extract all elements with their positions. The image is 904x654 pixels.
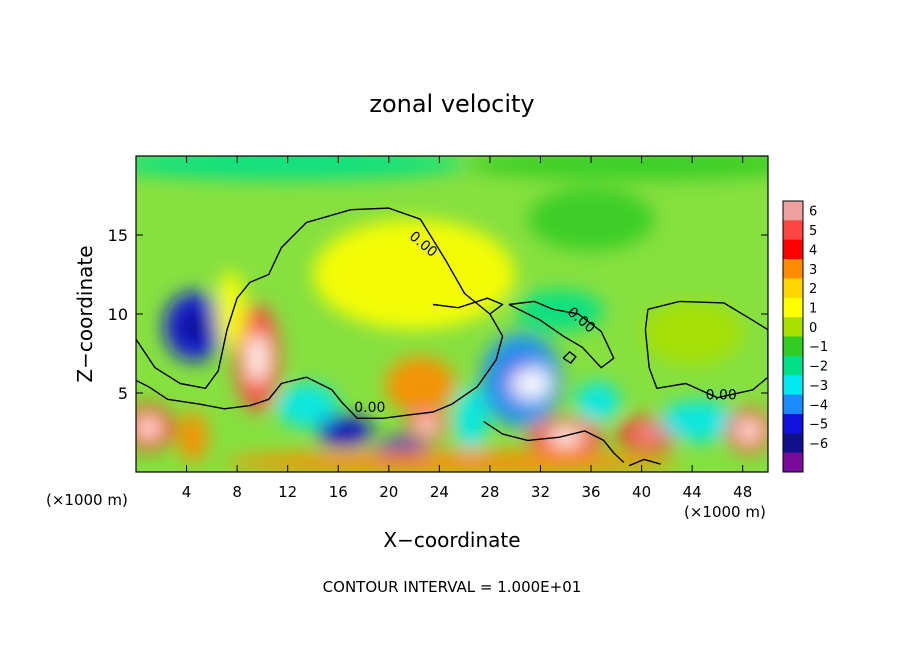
zero-contour-6 <box>628 458 661 467</box>
x-tick-label-6: 28 <box>480 483 499 501</box>
colorbar-tick-6: 0 <box>809 321 817 336</box>
contour-interval-note: CONTOUR INTERVAL = 1.000E+01 <box>323 578 582 596</box>
zero-contour-4 <box>644 300 768 399</box>
colorbar-tick-9: −3 <box>809 379 828 394</box>
colorbar-frame <box>782 200 804 473</box>
field-blob-4 <box>275 383 339 428</box>
colorbar-swatch-6 <box>783 317 803 337</box>
colorbar-swatch-0 <box>783 201 803 221</box>
colorbar-swatch-13 <box>783 452 803 473</box>
x-tick-label-1: 8 <box>232 483 242 501</box>
field-blob-3 <box>177 411 209 463</box>
colorbar-tick-11: −5 <box>809 418 828 433</box>
field-core-5 <box>332 423 358 439</box>
x-unit-left: (×1000 m) <box>46 491 128 509</box>
y-tick-label-2: 15 <box>108 226 128 245</box>
field-core-14 <box>634 426 662 442</box>
colorbar-tick-7: −1 <box>809 340 828 355</box>
colorbar-tick-4: 2 <box>809 282 817 297</box>
colorbar-swatch-7 <box>783 336 803 357</box>
colorbar-swatch-12 <box>783 433 803 454</box>
x-tick-label-5: 24 <box>430 483 449 501</box>
field-blob-17 <box>224 449 680 472</box>
colorbar-tick-8: −2 <box>809 360 828 375</box>
field-core-7 <box>417 417 436 432</box>
y-axis-ticks: 5 10 15 <box>108 226 768 403</box>
zero-contour-2 <box>508 300 615 369</box>
y-axis-label: Z−coordinate <box>73 245 97 382</box>
x-tick-label-11: 48 <box>733 483 752 501</box>
chart-title: zonal velocity <box>369 90 534 118</box>
field-blob-13 <box>574 381 621 424</box>
x-tick-label-7: 32 <box>531 483 550 501</box>
x-unit-right: (×1000 m) <box>684 503 766 521</box>
colorbar-swatch-9 <box>783 375 803 396</box>
colorbar-swatch-10 <box>783 394 803 415</box>
zero-contour-0 <box>136 207 504 419</box>
colorbar-tick-0: 6 <box>809 205 817 220</box>
colorbar-swatch-1 <box>783 220 803 241</box>
x-axis-label: X−coordinate <box>383 528 520 552</box>
zero-contour-5 <box>483 420 625 464</box>
colorbar-tick-12: −6 <box>809 437 828 452</box>
colorbar-tick-5: 1 <box>809 301 817 316</box>
contour-label-3: 0.00 <box>354 400 385 416</box>
colorbar-tick-3: 3 <box>809 263 817 278</box>
field-core-1 <box>247 334 268 383</box>
plot-area: 0.000.000.000.00 4 8 12 16 20 24 28 32 36 40 44 48 … <box>108 155 769 501</box>
x-tick-label-9: 40 <box>632 483 651 501</box>
zero-contours <box>136 207 768 467</box>
field-blob-22 <box>136 156 465 180</box>
field-blob-20 <box>312 219 516 330</box>
colorbar-swatch-8 <box>783 355 803 376</box>
x-tick-label-0: 4 <box>182 483 192 501</box>
colorbar-swatch-3 <box>783 259 803 279</box>
colorbar-tick-1: 5 <box>809 224 817 239</box>
x-tick-label-3: 16 <box>329 483 348 501</box>
colorbar-swatch-5 <box>783 297 803 318</box>
field-blob-24 <box>215 271 246 351</box>
field-blob-15 <box>658 400 739 442</box>
colorbar-tick-10: −4 <box>809 398 828 413</box>
field-blob-19 <box>641 301 743 365</box>
zero-contour-1 <box>432 297 504 315</box>
contour-label-2: 0.00 <box>706 387 737 403</box>
colorbar-tick-2: 4 <box>809 243 817 258</box>
field-core-16 <box>738 420 760 441</box>
colorbar-swatch-4 <box>783 278 803 299</box>
x-axis-ticks: 4 8 12 16 20 24 28 32 36 40 44 48 <box>182 156 752 501</box>
field-core-11 <box>520 375 541 392</box>
x-tick-label-4: 20 <box>379 483 398 501</box>
field-blob-9 <box>453 386 489 450</box>
field-blob-21 <box>527 187 655 251</box>
x-tick-label-10: 44 <box>683 483 702 501</box>
colorbar: 6 5 4 3 2 1 0 −1 −2 −3 −4 −5 −6 <box>782 200 828 473</box>
field-core-2 <box>137 417 161 438</box>
zero-contour-3 <box>562 351 577 364</box>
field-core-0 <box>180 310 208 343</box>
x-tick-label-8: 36 <box>581 483 600 501</box>
colorbar-swatch-11 <box>783 413 803 434</box>
y-tick-label-1: 10 <box>108 305 128 324</box>
field-blob-6 <box>385 356 456 414</box>
field-blob-23 <box>464 156 768 180</box>
colorbar-swatch-2 <box>783 239 803 260</box>
y-tick-label-0: 5 <box>118 384 128 403</box>
x-tick-label-2: 12 <box>278 483 297 501</box>
